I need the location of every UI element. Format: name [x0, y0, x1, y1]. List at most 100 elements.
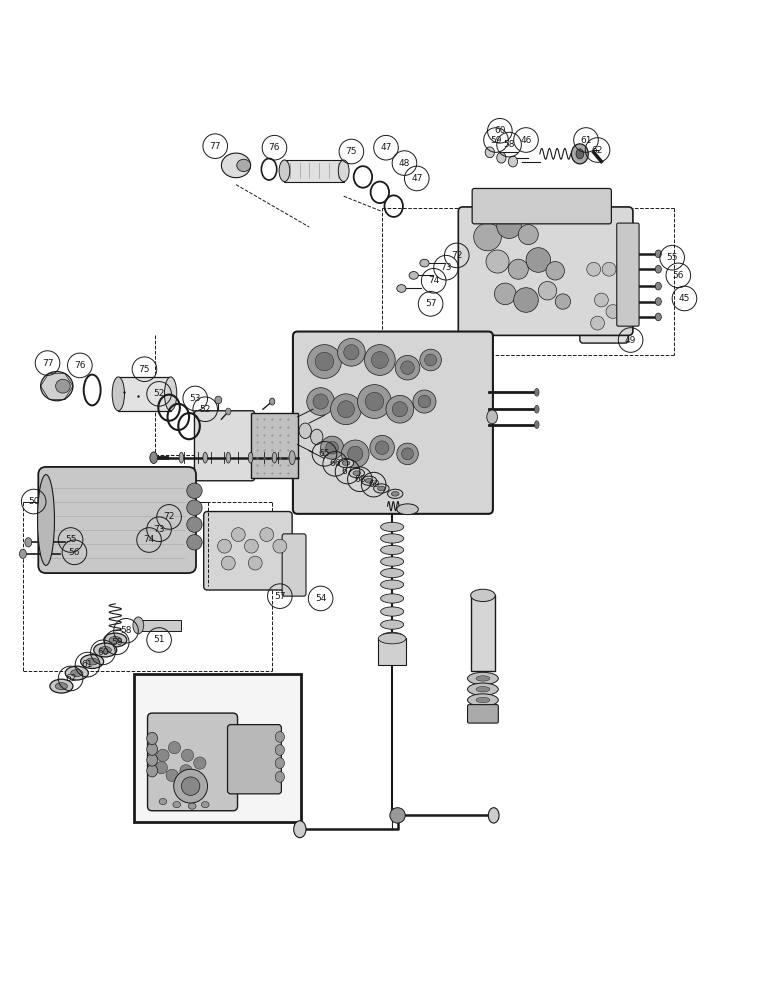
Ellipse shape — [391, 492, 399, 496]
Circle shape — [166, 769, 178, 782]
Ellipse shape — [276, 732, 284, 742]
Circle shape — [365, 392, 384, 411]
Circle shape — [330, 394, 361, 425]
Circle shape — [326, 441, 338, 454]
Ellipse shape — [534, 405, 539, 413]
Text: 58: 58 — [503, 140, 515, 149]
Ellipse shape — [70, 670, 83, 677]
Ellipse shape — [576, 149, 584, 159]
Circle shape — [187, 517, 202, 532]
Ellipse shape — [471, 589, 495, 602]
FancyBboxPatch shape — [468, 705, 498, 723]
Circle shape — [395, 355, 420, 380]
Text: 59: 59 — [490, 136, 502, 145]
Bar — [134, 674, 301, 822]
Text: 62: 62 — [65, 674, 76, 683]
Circle shape — [155, 762, 168, 774]
Circle shape — [370, 435, 394, 460]
FancyBboxPatch shape — [39, 467, 196, 573]
Ellipse shape — [147, 743, 157, 755]
Ellipse shape — [381, 620, 404, 629]
Text: 47: 47 — [381, 143, 391, 152]
Circle shape — [194, 757, 206, 769]
Ellipse shape — [655, 250, 662, 258]
Ellipse shape — [179, 452, 184, 463]
Polygon shape — [284, 160, 344, 182]
Circle shape — [260, 528, 274, 542]
Circle shape — [181, 777, 200, 795]
Ellipse shape — [381, 568, 404, 578]
Ellipse shape — [50, 679, 73, 693]
Circle shape — [591, 316, 604, 330]
FancyBboxPatch shape — [195, 411, 255, 481]
Text: 61: 61 — [82, 660, 93, 669]
Ellipse shape — [381, 594, 404, 603]
Ellipse shape — [276, 758, 284, 768]
Text: 48: 48 — [399, 159, 410, 168]
Ellipse shape — [226, 452, 231, 463]
Text: 58: 58 — [120, 626, 132, 635]
Ellipse shape — [273, 452, 277, 463]
Text: 76: 76 — [74, 361, 86, 370]
Text: 46: 46 — [520, 136, 532, 145]
Text: 52: 52 — [199, 405, 211, 414]
Circle shape — [337, 401, 354, 418]
Circle shape — [313, 394, 328, 409]
Circle shape — [420, 349, 442, 371]
Text: 65: 65 — [319, 449, 330, 458]
Ellipse shape — [103, 633, 127, 647]
Circle shape — [518, 225, 538, 245]
Ellipse shape — [381, 545, 404, 555]
Text: 76: 76 — [269, 143, 280, 152]
Ellipse shape — [66, 666, 88, 680]
Ellipse shape — [276, 772, 284, 782]
Circle shape — [494, 283, 516, 305]
Bar — [138, 620, 181, 631]
Ellipse shape — [276, 745, 284, 755]
Circle shape — [174, 769, 208, 803]
Ellipse shape — [534, 421, 539, 428]
Circle shape — [187, 535, 202, 550]
Circle shape — [181, 749, 194, 762]
Text: 67: 67 — [342, 467, 354, 476]
Ellipse shape — [381, 632, 404, 642]
Circle shape — [390, 808, 405, 823]
Ellipse shape — [147, 765, 157, 777]
Ellipse shape — [508, 156, 517, 167]
Ellipse shape — [655, 282, 662, 290]
Ellipse shape — [381, 580, 404, 589]
Text: 77: 77 — [42, 359, 53, 368]
Ellipse shape — [279, 160, 290, 182]
Ellipse shape — [655, 313, 662, 321]
Ellipse shape — [489, 808, 499, 823]
Text: 59: 59 — [111, 638, 123, 647]
Ellipse shape — [147, 732, 157, 745]
Ellipse shape — [19, 549, 26, 558]
Text: 53: 53 — [189, 394, 201, 403]
Circle shape — [425, 354, 436, 366]
Ellipse shape — [409, 272, 418, 279]
Ellipse shape — [299, 423, 311, 438]
Ellipse shape — [93, 643, 117, 657]
Ellipse shape — [338, 160, 349, 182]
Text: 73: 73 — [440, 263, 452, 272]
Ellipse shape — [41, 372, 73, 401]
Ellipse shape — [388, 489, 403, 498]
Ellipse shape — [203, 452, 208, 463]
Ellipse shape — [381, 557, 404, 566]
Text: 74: 74 — [144, 535, 154, 544]
Ellipse shape — [534, 388, 539, 396]
Ellipse shape — [112, 377, 124, 411]
Circle shape — [187, 500, 202, 515]
Circle shape — [418, 395, 431, 408]
FancyBboxPatch shape — [204, 512, 292, 590]
FancyBboxPatch shape — [282, 534, 306, 596]
Ellipse shape — [289, 451, 295, 465]
Text: 47: 47 — [411, 174, 422, 183]
Circle shape — [337, 338, 365, 366]
FancyBboxPatch shape — [228, 725, 281, 794]
Text: 45: 45 — [679, 294, 690, 303]
Circle shape — [232, 528, 245, 542]
Ellipse shape — [361, 476, 377, 485]
Text: 50: 50 — [28, 497, 39, 506]
